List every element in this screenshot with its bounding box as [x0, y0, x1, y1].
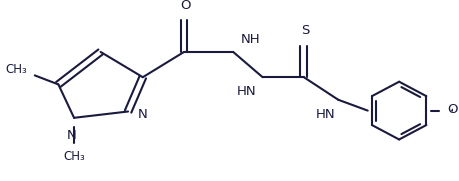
Text: NH: NH — [241, 33, 261, 46]
Text: HN: HN — [316, 108, 336, 121]
Text: O: O — [447, 103, 458, 116]
Text: CH₃: CH₃ — [5, 64, 27, 77]
Text: N: N — [138, 108, 148, 121]
Text: N: N — [67, 129, 77, 142]
Text: O: O — [180, 0, 190, 12]
Text: CH₃: CH₃ — [63, 150, 85, 163]
Text: S: S — [301, 24, 309, 37]
Text: HN: HN — [237, 85, 257, 98]
